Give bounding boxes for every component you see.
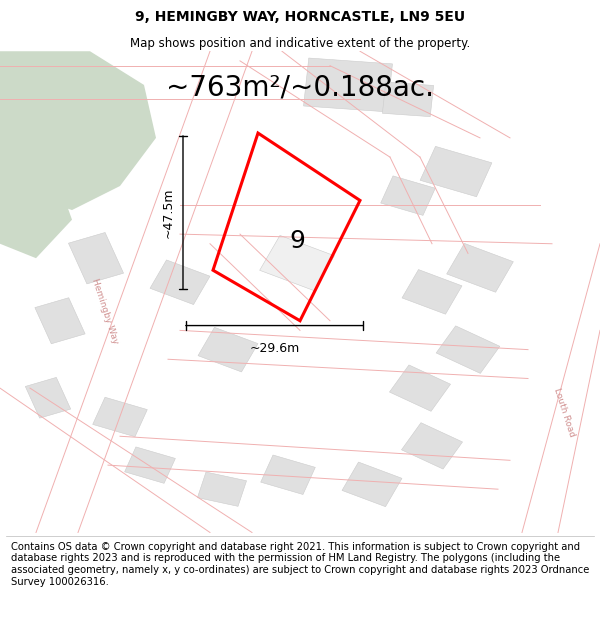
Text: ~47.5m: ~47.5m [161, 188, 175, 238]
Polygon shape [420, 146, 492, 197]
Text: Map shows position and indicative extent of the property.: Map shows position and indicative extent… [130, 37, 470, 50]
Polygon shape [93, 398, 147, 437]
Polygon shape [402, 269, 462, 314]
Text: 9: 9 [289, 229, 305, 253]
Text: Hemingby Way: Hemingby Way [90, 278, 120, 345]
Polygon shape [25, 378, 71, 418]
Polygon shape [436, 326, 500, 373]
Text: ~29.6m: ~29.6m [250, 342, 299, 355]
Polygon shape [304, 58, 392, 112]
Text: ~763m²/~0.188ac.: ~763m²/~0.188ac. [166, 73, 434, 101]
Polygon shape [260, 236, 334, 291]
Polygon shape [382, 82, 434, 117]
Text: Louth Road: Louth Road [552, 386, 576, 438]
Polygon shape [0, 186, 72, 258]
Polygon shape [381, 176, 435, 216]
Text: Contains OS data © Crown copyright and database right 2021. This information is : Contains OS data © Crown copyright and d… [11, 542, 589, 586]
Polygon shape [68, 232, 124, 284]
Polygon shape [342, 462, 402, 507]
Polygon shape [198, 328, 258, 372]
Polygon shape [0, 51, 156, 210]
Polygon shape [150, 260, 210, 304]
Polygon shape [197, 472, 247, 506]
Polygon shape [35, 298, 85, 344]
Polygon shape [125, 447, 175, 483]
Polygon shape [446, 243, 514, 292]
Polygon shape [261, 455, 315, 494]
Polygon shape [401, 422, 463, 469]
Polygon shape [389, 365, 451, 411]
Text: 9, HEMINGBY WAY, HORNCASTLE, LN9 5EU: 9, HEMINGBY WAY, HORNCASTLE, LN9 5EU [135, 10, 465, 24]
